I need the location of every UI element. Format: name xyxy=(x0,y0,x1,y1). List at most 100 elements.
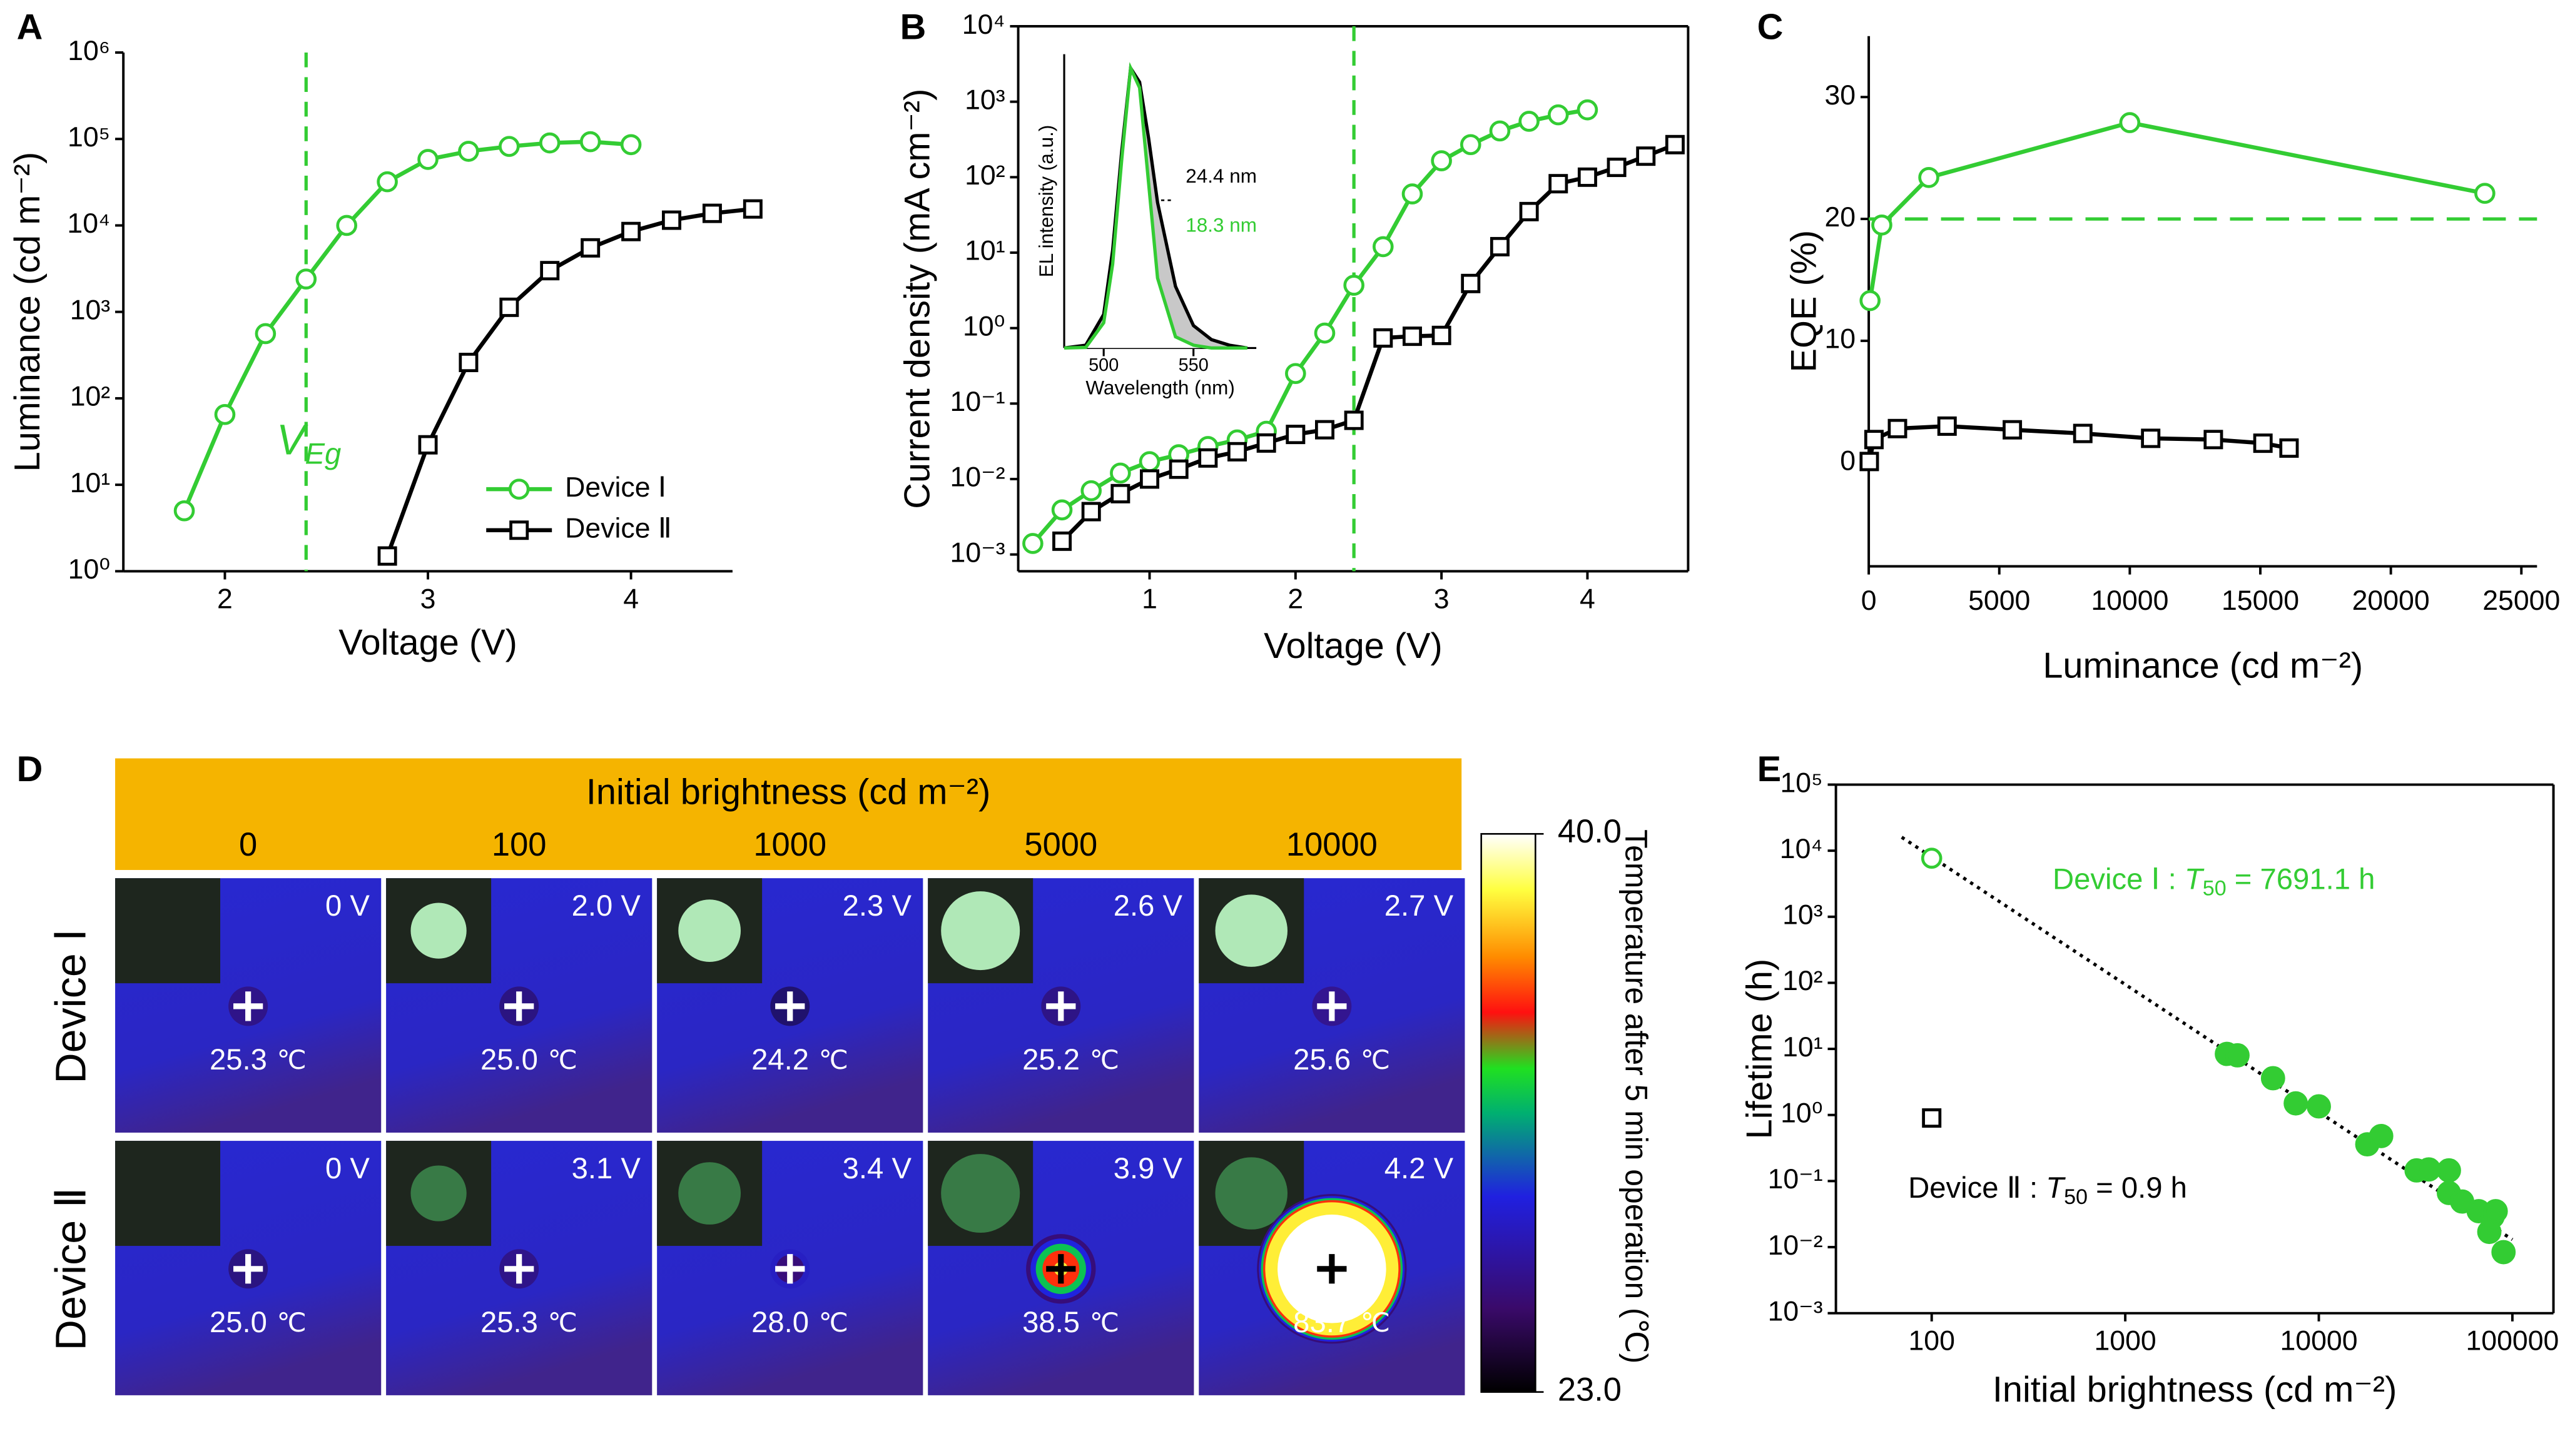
voltage-label: 0 V xyxy=(325,1152,370,1185)
marker xyxy=(1080,480,1102,502)
emission-spot xyxy=(410,1165,467,1221)
marker xyxy=(1547,104,1569,126)
panel: 100 1000 10000 100000 10⁻³ 10⁻² 10⁻¹ 10⁰ 10¹ 10² 1… xyxy=(1740,749,2559,1410)
y-tick-label: 10² xyxy=(1782,966,1822,996)
annotation: Device Ⅰ : T50 = 7691.1 h xyxy=(2053,863,2375,901)
marker xyxy=(1285,363,1306,385)
cross-marker xyxy=(775,1254,805,1284)
temperature-value: 25.6 xyxy=(1293,1044,1351,1077)
marker xyxy=(214,403,236,425)
x-tick-label: 1000 xyxy=(2094,1326,2156,1357)
marker xyxy=(2474,183,2496,204)
voltage-label: 3.4 V xyxy=(843,1152,912,1185)
column-label: 100 xyxy=(492,826,547,863)
cross-marker xyxy=(233,991,263,1021)
x-axis-title: Luminance (cd m⁻²) xyxy=(2043,645,2363,685)
marker xyxy=(173,500,195,522)
marker xyxy=(1937,416,1957,436)
voltage-label: 4.2 V xyxy=(1384,1152,1454,1185)
temperature-label: 83.7 ℃ xyxy=(1293,1307,1390,1340)
marker xyxy=(459,353,479,373)
panel: 2 3 4 10⁰ 10¹ 10² 10³ 10⁴ 10⁵ 10⁶ VEg Voltage (V) Lu… xyxy=(8,7,763,663)
temperature-unit: ℃ xyxy=(1090,1308,1119,1337)
temperature-value: 38.5 xyxy=(1022,1307,1080,1340)
marker xyxy=(1052,531,1072,551)
marker xyxy=(2483,1199,2508,1223)
series-line xyxy=(385,206,753,557)
marker xyxy=(1227,442,1247,462)
marker xyxy=(2416,1157,2441,1182)
series-line xyxy=(182,139,631,512)
legend-marker xyxy=(508,478,530,500)
marker xyxy=(1859,452,1879,472)
marker xyxy=(1431,325,1451,345)
temperature-value: 25.0 xyxy=(210,1307,267,1340)
temperature-value: 28.0 xyxy=(751,1307,809,1340)
marker xyxy=(1577,99,1598,121)
y-tick-label: 10⁰ xyxy=(963,311,1005,341)
marker xyxy=(2491,1240,2516,1265)
marker xyxy=(2307,1094,2331,1119)
annotation: Device Ⅱ : T50 = 0.9 h xyxy=(1908,1171,2187,1209)
marker xyxy=(2279,438,2299,458)
temperature-unit: ℃ xyxy=(548,1045,577,1074)
marker xyxy=(417,149,439,170)
emission-spot xyxy=(1215,894,1288,967)
series-line xyxy=(1060,143,1676,543)
marker xyxy=(1922,1108,1942,1128)
x-tick-label: 20000 xyxy=(2352,585,2430,616)
annotation-sub: 50 xyxy=(2064,1185,2088,1209)
emission-photo xyxy=(115,878,221,984)
marker xyxy=(620,134,642,156)
annotation-sub: 50 xyxy=(2203,877,2227,901)
series-line xyxy=(1867,120,2486,301)
annotation-text: Device Ⅰ : xyxy=(2053,863,2185,896)
y-tick-label: 10³ xyxy=(70,295,110,325)
cross-marker xyxy=(504,1254,534,1284)
marker xyxy=(1401,183,1423,205)
emission-spot xyxy=(941,891,1020,971)
legend-label: Device Ⅱ xyxy=(565,513,672,544)
marker xyxy=(702,203,722,223)
marker xyxy=(2437,1158,2461,1183)
x-tick-label: 1 xyxy=(1142,584,1157,614)
marker xyxy=(1577,167,1597,187)
temperature-label: 25.3 ℃ xyxy=(210,1044,307,1077)
row-label: Device Ⅱ xyxy=(47,1187,94,1350)
marker xyxy=(1110,462,1131,484)
marker xyxy=(1859,290,1881,311)
temperature-label: 25.0 ℃ xyxy=(210,1307,307,1340)
marker xyxy=(2073,423,2093,443)
voltage-label: 2.0 V xyxy=(572,889,641,923)
x-tick-label: 25000 xyxy=(2482,585,2560,616)
marker xyxy=(1022,533,1044,554)
reference-label: VEg xyxy=(277,417,341,471)
x-axis-title: Voltage (V) xyxy=(338,623,517,663)
x-tick-label: 4 xyxy=(1580,584,1595,614)
y-tick-label: 10⁻² xyxy=(950,462,1005,493)
temperature-value: 24.2 xyxy=(751,1044,809,1077)
annotation-text: Device Ⅱ : xyxy=(1908,1171,2046,1205)
emission-spot xyxy=(1215,1157,1288,1230)
marker xyxy=(1314,322,1336,344)
temperature-value: 83.7 xyxy=(1293,1307,1351,1340)
temperature-unit: ℃ xyxy=(548,1308,577,1337)
cross-marker xyxy=(1046,1254,1076,1284)
annotation-var: T xyxy=(2185,863,2205,896)
marker xyxy=(1343,275,1364,296)
marker xyxy=(1548,174,1568,194)
y-tick-label: 10¹ xyxy=(965,236,1005,266)
x-tick-label: 100000 xyxy=(2466,1326,2559,1357)
emission-spot xyxy=(678,1162,741,1225)
marker xyxy=(377,171,398,193)
marker xyxy=(1110,483,1130,503)
series-annotation: 18.3 nm xyxy=(1186,214,1257,236)
y-tick-label: 10⁰ xyxy=(1780,1098,1823,1129)
voltage-label: 2.6 V xyxy=(1114,889,1183,923)
panel: 0 5000 10000 15000 20000 25000 0 10 20 30 Luminanc… xyxy=(1757,7,2561,685)
marker xyxy=(2203,430,2223,450)
cross-marker xyxy=(775,991,805,1021)
x-tick-label: 550 xyxy=(1179,355,1209,375)
